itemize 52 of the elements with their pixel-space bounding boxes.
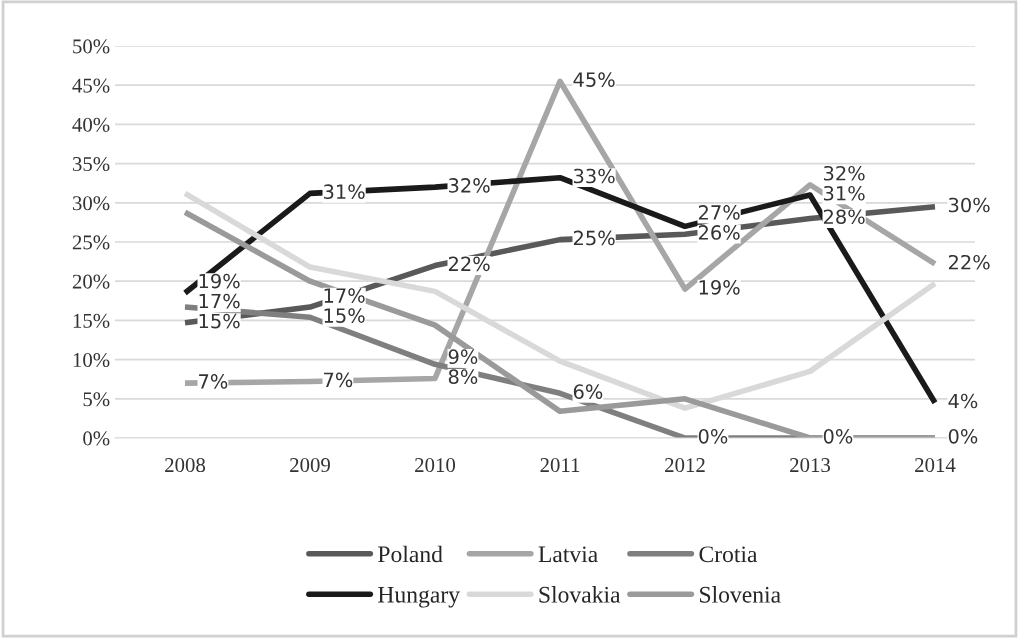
data-label: 22% — [448, 256, 490, 272]
y-tick-label: 35% — [72, 156, 110, 172]
data-label: 32% — [448, 178, 490, 193]
data-label: 0% — [823, 428, 853, 444]
y-tick-label: 10% — [73, 352, 110, 368]
data-label: 15% — [199, 313, 240, 329]
data-label: 27% — [698, 205, 740, 220]
y-tick-label: 45% — [72, 78, 110, 93]
y-tick-label: 5% — [83, 392, 110, 407]
x-tick-label: 2008 — [165, 458, 206, 473]
data-label: 25% — [573, 230, 615, 246]
data-label: 0% — [698, 428, 728, 444]
data-label: 15% — [324, 308, 365, 323]
data-label: 32% — [823, 165, 865, 181]
legend-label: Slovenia — [700, 586, 781, 603]
data-label: 17% — [324, 288, 365, 303]
data-label: 19% — [199, 273, 240, 289]
data-label: 30% — [948, 197, 990, 213]
legend-label: Hungary — [378, 587, 460, 608]
legend-label: Slovakia — [539, 586, 621, 603]
x-tick-label: 2012 — [665, 458, 705, 473]
data-label: 17% — [199, 293, 240, 309]
data-label: 31% — [823, 185, 865, 201]
data-label: 7% — [199, 374, 228, 389]
data-label: 8% — [448, 369, 478, 385]
y-tick-label: 15% — [73, 313, 110, 328]
data-label: 0% — [948, 428, 978, 444]
x-tick-label: 2014 — [915, 458, 956, 473]
x-tick-label: 2010 — [415, 458, 456, 473]
data-label: 31% — [323, 184, 365, 200]
legend-label: Latvia — [538, 546, 598, 563]
data-label: 22% — [948, 254, 990, 270]
data-label: 7% — [324, 372, 353, 388]
data-label: 19% — [699, 279, 740, 295]
x-tick-label: 2011 — [540, 458, 580, 473]
data-label: 9% — [448, 349, 478, 365]
y-tick-label: 40% — [72, 117, 110, 132]
x-tick-label: 2009 — [290, 458, 330, 473]
y-tick-label: 25% — [72, 235, 110, 250]
data-label: 28% — [823, 209, 865, 225]
y-tick-label: 30% — [72, 196, 110, 211]
y-tick-label: 0% — [83, 431, 110, 446]
data-label: 4% — [948, 393, 978, 409]
legend-label: Poland — [378, 545, 443, 563]
data-label: 45% — [573, 72, 615, 87]
y-tick-label: 20% — [72, 274, 110, 289]
data-label: 6% — [573, 384, 603, 399]
y-tick-label: 50% — [73, 39, 110, 54]
data-label: 33% — [573, 168, 615, 184]
x-tick-label: 2013 — [790, 458, 831, 473]
data-label: 26% — [698, 225, 740, 240]
legend-label: Crotia — [699, 546, 758, 563]
